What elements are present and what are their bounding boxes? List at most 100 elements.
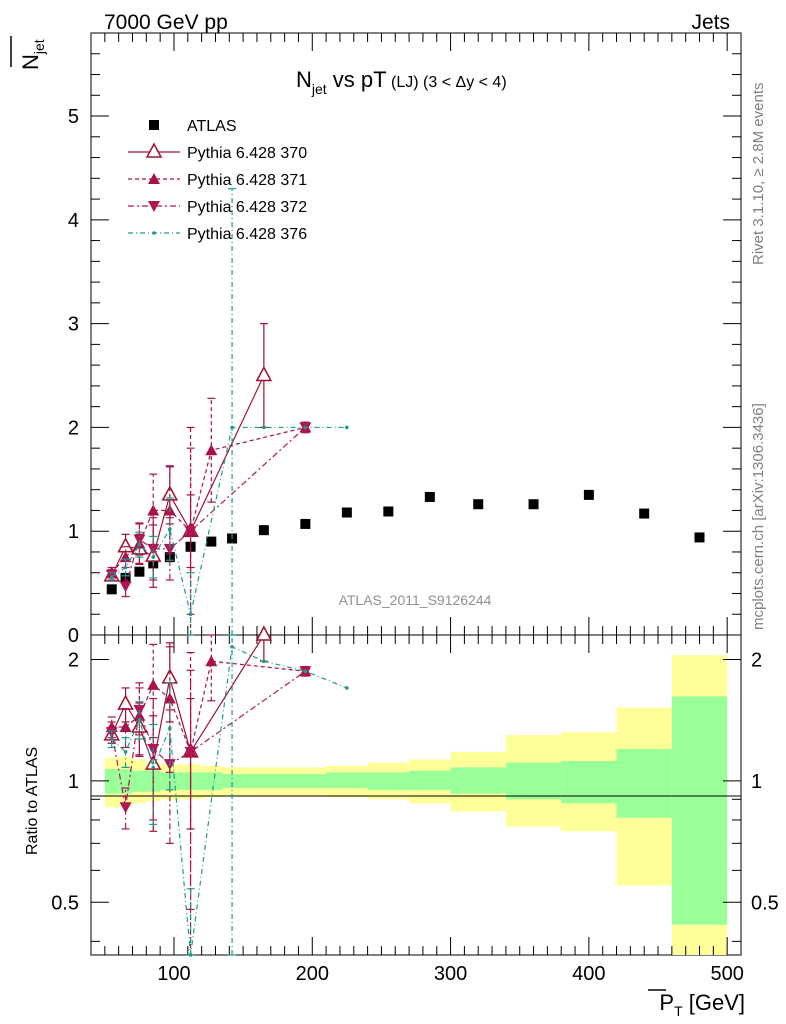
main-line-pythia-6-428-376 bbox=[111, 426, 347, 615]
main-point-pythia-6-428-372 bbox=[163, 543, 176, 555]
xtick-label: 300 bbox=[434, 963, 467, 985]
ratio-ytick-label-right: 1 bbox=[751, 771, 762, 793]
main-point-atlas bbox=[341, 507, 352, 518]
band-green-14 bbox=[505, 762, 562, 800]
band-green-15 bbox=[561, 761, 617, 804]
band-green-6 bbox=[201, 772, 223, 790]
ratio-ytick-label-right: 2 bbox=[751, 649, 762, 671]
ratio-point-pythia-6-428-371 bbox=[163, 692, 176, 704]
main-ytick-label: 4 bbox=[68, 210, 79, 232]
main-point-pythia-6-428-372 bbox=[133, 534, 146, 546]
band-green-0 bbox=[104, 769, 119, 794]
band-green-7 bbox=[222, 774, 244, 789]
main-point-atlas bbox=[258, 525, 269, 536]
main-point-atlas bbox=[528, 499, 539, 510]
process-label: Jets bbox=[691, 11, 730, 34]
band-green-11 bbox=[367, 772, 410, 790]
legend-label-pythia-6-428-376: Pythia 6.428 376 bbox=[187, 226, 307, 243]
main-ylabel: Njet bbox=[18, 39, 47, 70]
xtick-label: 400 bbox=[572, 963, 605, 985]
ratio-point-pythia-6-428-376 bbox=[123, 750, 128, 754]
ratio-line-pythia-6-428-376 bbox=[111, 645, 348, 956]
ratio-ylabel: Ratio to ATLAS bbox=[24, 747, 41, 855]
main-point-pythia-6-428-371 bbox=[147, 504, 160, 516]
chart-title: Njet vs pT (LJ) (3 < Δy < 4) bbox=[296, 67, 507, 97]
legend-label-pythia-6-428-371: Pythia 6.428 371 bbox=[187, 172, 307, 189]
rivet-label: Rivet 3.1.10, ≥ 2.8M events bbox=[750, 83, 767, 266]
legend-marker-pythia-6-428-376 bbox=[152, 231, 156, 235]
band-green-1 bbox=[118, 769, 133, 794]
band-green-16 bbox=[616, 748, 672, 818]
ratio-series-group bbox=[103, 625, 349, 957]
band-green-9 bbox=[284, 774, 327, 789]
ratio-point-pythia-6-428-371 bbox=[205, 655, 218, 667]
main-point-pythia-6-428-371 bbox=[205, 444, 218, 456]
main-point-atlas bbox=[583, 489, 594, 500]
main-ytick-label: 5 bbox=[68, 106, 79, 128]
energy-label: 7000 GeV pp bbox=[104, 11, 228, 34]
main-ytick-label: 3 bbox=[68, 314, 79, 336]
mcplots-label: mcplots.cern.ch [arXiv:1306.3436] bbox=[750, 403, 767, 630]
main-point-atlas bbox=[424, 491, 435, 502]
ratio-ytick-label: 1 bbox=[68, 771, 79, 793]
main-point-atlas bbox=[206, 536, 217, 547]
ratio-point-pythia-6-428-376 bbox=[188, 953, 193, 957]
ratio-frame bbox=[90, 634, 742, 956]
main-point-atlas bbox=[639, 508, 650, 519]
ratio-point-pythia-6-428-376 bbox=[137, 717, 142, 722]
legend-marker-atlas bbox=[149, 120, 159, 130]
band-green-17 bbox=[671, 696, 728, 925]
main-point-pythia-6-428-376 bbox=[123, 565, 128, 570]
main-point-atlas bbox=[300, 518, 311, 529]
ratio-ytick-label-right: 0.5 bbox=[751, 892, 779, 914]
legend-label-pythia-6-428-370: Pythia 6.428 370 bbox=[187, 145, 307, 162]
ratio-point-pythia-6-428-376 bbox=[345, 686, 349, 690]
ratio-point-pythia-6-428-376 bbox=[303, 669, 308, 674]
analysis-id-label: ATLAS_2011_S9126244 bbox=[339, 592, 492, 608]
ratio-point-pythia-6-428-376 bbox=[230, 645, 234, 649]
band-green-8 bbox=[243, 774, 285, 789]
main-point-atlas bbox=[383, 506, 394, 517]
main-point-pythia-6-428-376 bbox=[262, 425, 266, 430]
band-green-5 bbox=[180, 772, 202, 790]
main-ytick-label: 0 bbox=[68, 625, 79, 647]
x-axis-label: PT [GeV] bbox=[659, 990, 745, 1019]
main-point-atlas bbox=[134, 566, 145, 577]
mcplots-label-group: mcplots.cern.ch [arXiv:1306.3436] bbox=[750, 403, 767, 630]
ratio-point-pythia-6-428-376 bbox=[151, 765, 156, 770]
rivet-label-group: Rivet 3.1.10, ≥ 2.8M events bbox=[750, 83, 767, 266]
ratio-point-pythia-6-428-370 bbox=[117, 694, 134, 710]
legend-label-pythia-6-428-372: Pythia 6.428 372 bbox=[187, 199, 307, 216]
main-point-pythia-6-428-372 bbox=[184, 526, 197, 538]
main-point-pythia-6-428-376 bbox=[137, 542, 142, 547]
band-green-13 bbox=[450, 767, 506, 794]
main-point-atlas bbox=[473, 499, 484, 510]
ratio-point-pythia-6-428-372 bbox=[184, 746, 197, 758]
ratio-point-pythia-6-428-376 bbox=[109, 737, 114, 741]
main-point-pythia-6-428-372 bbox=[119, 581, 132, 593]
ratio-point-pythia-6-428-376 bbox=[262, 659, 266, 664]
ratio-ytick-label: 0.5 bbox=[51, 892, 79, 914]
main-ytick-label: 2 bbox=[68, 417, 79, 439]
ratio-uncertainty-bands bbox=[104, 655, 728, 955]
main-point-pythia-6-428-376 bbox=[230, 425, 234, 430]
legend-label-atlas: ATLAS bbox=[187, 118, 237, 135]
xtick-label: 500 bbox=[710, 963, 743, 985]
main-point-pythia-6-428-376 bbox=[188, 612, 193, 617]
main-ytick-label: 1 bbox=[68, 521, 79, 543]
main-line-pythia-6-428-371 bbox=[111, 426, 306, 574]
main-point-atlas bbox=[694, 532, 705, 543]
main-point-pythia-6-428-376 bbox=[303, 425, 308, 430]
ratio-line-pythia-6-428-371 bbox=[111, 660, 306, 754]
ratio-point-pythia-6-428-371 bbox=[147, 678, 160, 690]
band-green-10 bbox=[326, 772, 368, 789]
band-green-2 bbox=[132, 770, 147, 792]
band-green-4 bbox=[160, 772, 181, 790]
ratio-ytick-label: 2 bbox=[68, 649, 79, 671]
xtick-label: 200 bbox=[296, 963, 329, 985]
legend-marker-pythia-6-428-371 bbox=[148, 173, 160, 184]
main-point-pythia-6-428-376 bbox=[151, 555, 156, 559]
main-point-atlas bbox=[106, 584, 117, 595]
axes-group: 0 1 2 3 4 5 0.5 0.5 1 1 2 2 100 200 300 400 500 bbox=[51, 33, 779, 985]
